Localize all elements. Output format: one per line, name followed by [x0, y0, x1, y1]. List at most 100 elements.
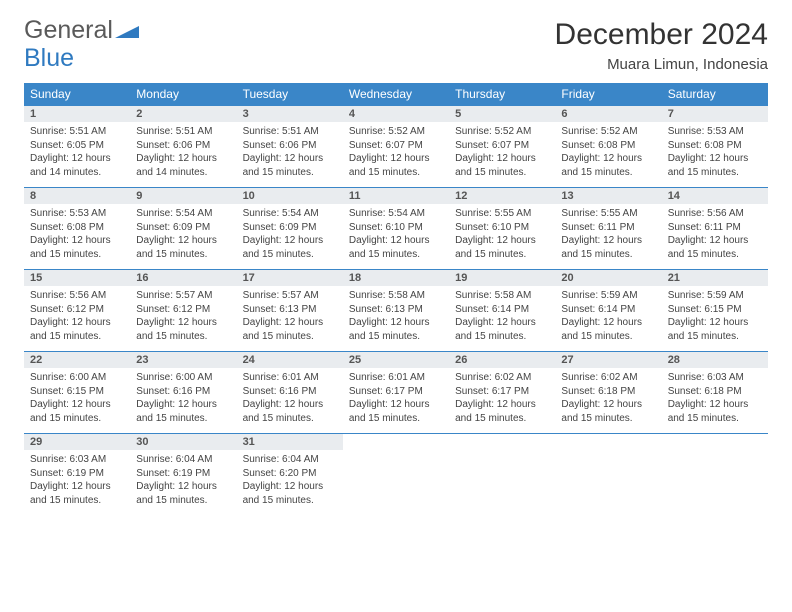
- calendar-day-cell: 14Sunrise: 5:56 AMSunset: 6:11 PMDayligh…: [662, 188, 768, 270]
- calendar-day-cell: 15Sunrise: 5:56 AMSunset: 6:12 PMDayligh…: [24, 270, 130, 352]
- weekday-header: Monday: [130, 83, 236, 106]
- day-number: 30: [130, 434, 236, 450]
- calendar-day-cell: 13Sunrise: 5:55 AMSunset: 6:11 PMDayligh…: [555, 188, 661, 270]
- day-number: 9: [130, 188, 236, 204]
- calendar-day-cell: 3Sunrise: 5:51 AMSunset: 6:06 PMDaylight…: [237, 106, 343, 188]
- day-details: Sunrise: 5:57 AMSunset: 6:13 PMDaylight:…: [237, 286, 343, 351]
- day-details: Sunrise: 5:56 AMSunset: 6:12 PMDaylight:…: [24, 286, 130, 351]
- day-number: 15: [24, 270, 130, 286]
- day-details: Sunrise: 6:02 AMSunset: 6:17 PMDaylight:…: [449, 368, 555, 433]
- calendar-day-cell: 11Sunrise: 5:54 AMSunset: 6:10 PMDayligh…: [343, 188, 449, 270]
- calendar-day-cell: 31Sunrise: 6:04 AMSunset: 6:20 PMDayligh…: [237, 434, 343, 516]
- day-details: Sunrise: 6:01 AMSunset: 6:16 PMDaylight:…: [237, 368, 343, 433]
- calendar-day-cell: 17Sunrise: 5:57 AMSunset: 6:13 PMDayligh…: [237, 270, 343, 352]
- day-number: 11: [343, 188, 449, 204]
- day-number: 29: [24, 434, 130, 450]
- calendar-day-cell: 29Sunrise: 6:03 AMSunset: 6:19 PMDayligh…: [24, 434, 130, 516]
- day-details: Sunrise: 6:04 AMSunset: 6:20 PMDaylight:…: [237, 450, 343, 515]
- day-number: 6: [555, 106, 661, 122]
- brand-part2: Blue: [24, 44, 74, 72]
- day-number: 18: [343, 270, 449, 286]
- calendar-week-row: 15Sunrise: 5:56 AMSunset: 6:12 PMDayligh…: [24, 270, 768, 352]
- day-number: 13: [555, 188, 661, 204]
- header: General Blue December 2024 Muara Limun, …: [24, 18, 768, 73]
- day-details: Sunrise: 6:00 AMSunset: 6:16 PMDaylight:…: [130, 368, 236, 433]
- calendar-day-cell: ..: [343, 434, 449, 516]
- day-details: Sunrise: 5:52 AMSunset: 6:07 PMDaylight:…: [343, 122, 449, 187]
- day-number: 14: [662, 188, 768, 204]
- calendar-day-cell: ..: [555, 434, 661, 516]
- weekday-header: Thursday: [449, 83, 555, 106]
- calendar-day-cell: 19Sunrise: 5:58 AMSunset: 6:14 PMDayligh…: [449, 270, 555, 352]
- calendar-day-cell: 16Sunrise: 5:57 AMSunset: 6:12 PMDayligh…: [130, 270, 236, 352]
- calendar-day-cell: 25Sunrise: 6:01 AMSunset: 6:17 PMDayligh…: [343, 352, 449, 434]
- day-details: Sunrise: 6:03 AMSunset: 6:18 PMDaylight:…: [662, 368, 768, 433]
- day-number: 23: [130, 352, 236, 368]
- calendar-week-row: 22Sunrise: 6:00 AMSunset: 6:15 PMDayligh…: [24, 352, 768, 434]
- calendar-day-cell: 8Sunrise: 5:53 AMSunset: 6:08 PMDaylight…: [24, 188, 130, 270]
- day-number: 27: [555, 352, 661, 368]
- triangle-icon: [115, 18, 139, 43]
- day-details: Sunrise: 5:58 AMSunset: 6:13 PMDaylight:…: [343, 286, 449, 351]
- day-details: Sunrise: 5:55 AMSunset: 6:10 PMDaylight:…: [449, 204, 555, 269]
- calendar-day-cell: 9Sunrise: 5:54 AMSunset: 6:09 PMDaylight…: [130, 188, 236, 270]
- day-details: Sunrise: 6:03 AMSunset: 6:19 PMDaylight:…: [24, 450, 130, 515]
- day-number: 21: [662, 270, 768, 286]
- day-number: 10: [237, 188, 343, 204]
- calendar-day-cell: 1Sunrise: 5:51 AMSunset: 6:05 PMDaylight…: [24, 106, 130, 188]
- calendar-day-cell: 10Sunrise: 5:54 AMSunset: 6:09 PMDayligh…: [237, 188, 343, 270]
- calendar-day-cell: 7Sunrise: 5:53 AMSunset: 6:08 PMDaylight…: [662, 106, 768, 188]
- calendar-table: Sunday Monday Tuesday Wednesday Thursday…: [24, 83, 768, 515]
- calendar-day-cell: 23Sunrise: 6:00 AMSunset: 6:16 PMDayligh…: [130, 352, 236, 434]
- day-number: 5: [449, 106, 555, 122]
- calendar-day-cell: 5Sunrise: 5:52 AMSunset: 6:07 PMDaylight…: [449, 106, 555, 188]
- day-number: 24: [237, 352, 343, 368]
- day-details: Sunrise: 5:51 AMSunset: 6:05 PMDaylight:…: [24, 122, 130, 187]
- location-label: Muara Limun, Indonesia: [555, 56, 768, 73]
- day-details: Sunrise: 5:54 AMSunset: 6:10 PMDaylight:…: [343, 204, 449, 269]
- day-number: 19: [449, 270, 555, 286]
- day-number: 20: [555, 270, 661, 286]
- weekday-header: Friday: [555, 83, 661, 106]
- calendar-day-cell: ..: [662, 434, 768, 516]
- month-title: December 2024: [555, 18, 768, 52]
- calendar-day-cell: 12Sunrise: 5:55 AMSunset: 6:10 PMDayligh…: [449, 188, 555, 270]
- day-number: 25: [343, 352, 449, 368]
- day-details: Sunrise: 5:59 AMSunset: 6:15 PMDaylight:…: [662, 286, 768, 351]
- weekday-header: Sunday: [24, 83, 130, 106]
- day-details: Sunrise: 5:51 AMSunset: 6:06 PMDaylight:…: [130, 122, 236, 187]
- day-details: Sunrise: 5:53 AMSunset: 6:08 PMDaylight:…: [662, 122, 768, 187]
- weekday-header: Saturday: [662, 83, 768, 106]
- calendar-week-row: 1Sunrise: 5:51 AMSunset: 6:05 PMDaylight…: [24, 106, 768, 188]
- calendar-day-cell: 4Sunrise: 5:52 AMSunset: 6:07 PMDaylight…: [343, 106, 449, 188]
- day-details: Sunrise: 5:55 AMSunset: 6:11 PMDaylight:…: [555, 204, 661, 269]
- day-details: Sunrise: 5:58 AMSunset: 6:14 PMDaylight:…: [449, 286, 555, 351]
- day-details: Sunrise: 5:54 AMSunset: 6:09 PMDaylight:…: [130, 204, 236, 269]
- day-number: 7: [662, 106, 768, 122]
- calendar-day-cell: 30Sunrise: 6:04 AMSunset: 6:19 PMDayligh…: [130, 434, 236, 516]
- day-number: 28: [662, 352, 768, 368]
- calendar-week-row: 8Sunrise: 5:53 AMSunset: 6:08 PMDaylight…: [24, 188, 768, 270]
- day-details: Sunrise: 6:00 AMSunset: 6:15 PMDaylight:…: [24, 368, 130, 433]
- calendar-day-cell: 18Sunrise: 5:58 AMSunset: 6:13 PMDayligh…: [343, 270, 449, 352]
- calendar-day-cell: 2Sunrise: 5:51 AMSunset: 6:06 PMDaylight…: [130, 106, 236, 188]
- calendar-day-cell: 24Sunrise: 6:01 AMSunset: 6:16 PMDayligh…: [237, 352, 343, 434]
- weekday-header: Tuesday: [237, 83, 343, 106]
- day-number: 4: [343, 106, 449, 122]
- day-number: 3: [237, 106, 343, 122]
- day-number: 8: [24, 188, 130, 204]
- weekday-header-row: Sunday Monday Tuesday Wednesday Thursday…: [24, 83, 768, 106]
- calendar-day-cell: ..: [449, 434, 555, 516]
- calendar-day-cell: 20Sunrise: 5:59 AMSunset: 6:14 PMDayligh…: [555, 270, 661, 352]
- day-details: Sunrise: 5:54 AMSunset: 6:09 PMDaylight:…: [237, 204, 343, 269]
- day-number: 22: [24, 352, 130, 368]
- calendar-day-cell: 22Sunrise: 6:00 AMSunset: 6:15 PMDayligh…: [24, 352, 130, 434]
- day-number: 12: [449, 188, 555, 204]
- weekday-header: Wednesday: [343, 83, 449, 106]
- day-details: Sunrise: 5:52 AMSunset: 6:07 PMDaylight:…: [449, 122, 555, 187]
- day-details: Sunrise: 5:53 AMSunset: 6:08 PMDaylight:…: [24, 204, 130, 269]
- day-details: Sunrise: 5:59 AMSunset: 6:14 PMDaylight:…: [555, 286, 661, 351]
- calendar-day-cell: 27Sunrise: 6:02 AMSunset: 6:18 PMDayligh…: [555, 352, 661, 434]
- day-number: 31: [237, 434, 343, 450]
- calendar-day-cell: 28Sunrise: 6:03 AMSunset: 6:18 PMDayligh…: [662, 352, 768, 434]
